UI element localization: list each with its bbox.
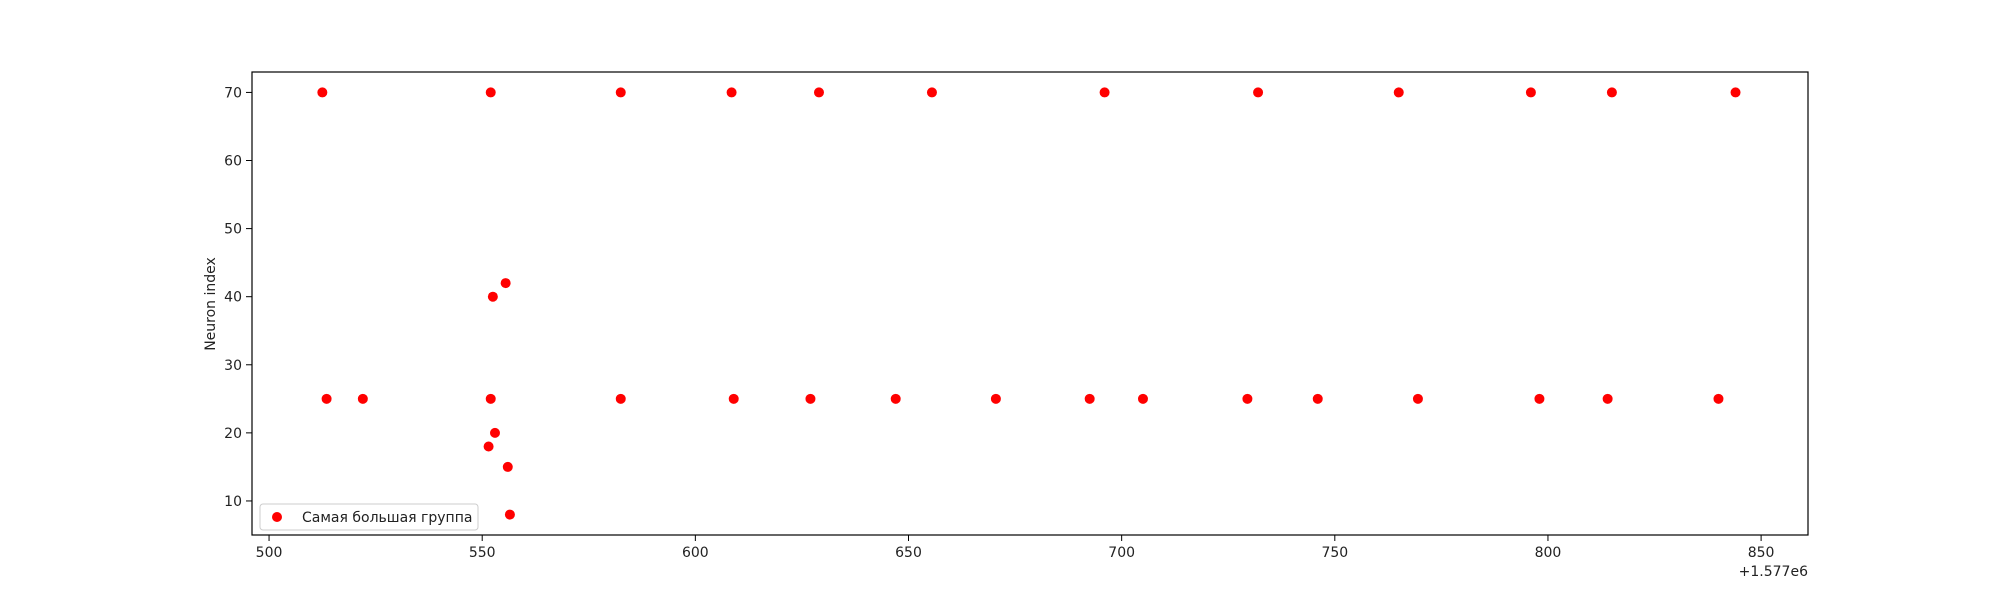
y-tick-label: 20 [224,426,242,442]
x-tick-label: 700 [1108,545,1135,561]
x-axis-ticks: 500 550 600 650 700 750 800 850 [256,535,1775,561]
data-point [500,278,511,289]
y-axis-ticks: 10 20 30 40 50 60 70 [224,85,252,510]
x-tick-label: 800 [1535,545,1562,561]
data-point [1253,87,1264,98]
x-axis-offset-label: +1.577e6 [1739,564,1808,580]
data-point [805,393,816,404]
x-tick-label: 750 [1321,545,1348,561]
data-point [1730,87,1741,98]
y-tick-label: 10 [224,494,242,510]
data-point [1242,393,1253,404]
plot-area [251,71,1809,536]
x-tick-label: 650 [895,545,922,561]
data-point [1713,393,1724,404]
data-point [1412,393,1423,404]
data-point [1534,393,1545,404]
data-point [1606,87,1617,98]
data-point [1137,393,1148,404]
legend: Самая большая группа [259,503,479,531]
legend-label: Самая большая группа [302,510,472,526]
legend-marker [272,512,282,522]
data-point [615,393,626,404]
data-point [726,87,737,98]
data-point [728,393,739,404]
y-tick-label: 30 [224,358,242,374]
data-point [890,393,901,404]
data-point [1602,393,1613,404]
x-tick-label: 500 [256,545,283,561]
data-point [502,461,513,472]
data-point [1312,393,1323,404]
y-tick-label: 70 [224,85,242,101]
data-point [487,291,498,302]
y-tick-label: 60 [224,154,242,170]
x-tick-label: 550 [469,545,496,561]
data-point [990,393,1001,404]
data-point [1525,87,1536,98]
data-point [485,87,496,98]
data-point [1393,87,1404,98]
data-point [926,87,937,98]
data-point [357,393,368,404]
x-tick-label: 600 [682,545,709,561]
data-point [1084,393,1095,404]
data-points [317,87,1741,520]
data-point [615,87,626,98]
x-tick-label: 850 [1748,545,1775,561]
y-tick-label: 40 [224,290,242,306]
data-point [813,87,824,98]
data-point [483,441,494,452]
legend-box [259,503,479,531]
data-point [1099,87,1110,98]
data-point [504,509,515,520]
y-axis-label: Neuron index [203,257,219,351]
y-tick-label: 50 [224,222,242,238]
data-point [489,427,500,438]
data-point [317,87,328,98]
data-point [321,393,332,404]
data-point [485,393,496,404]
